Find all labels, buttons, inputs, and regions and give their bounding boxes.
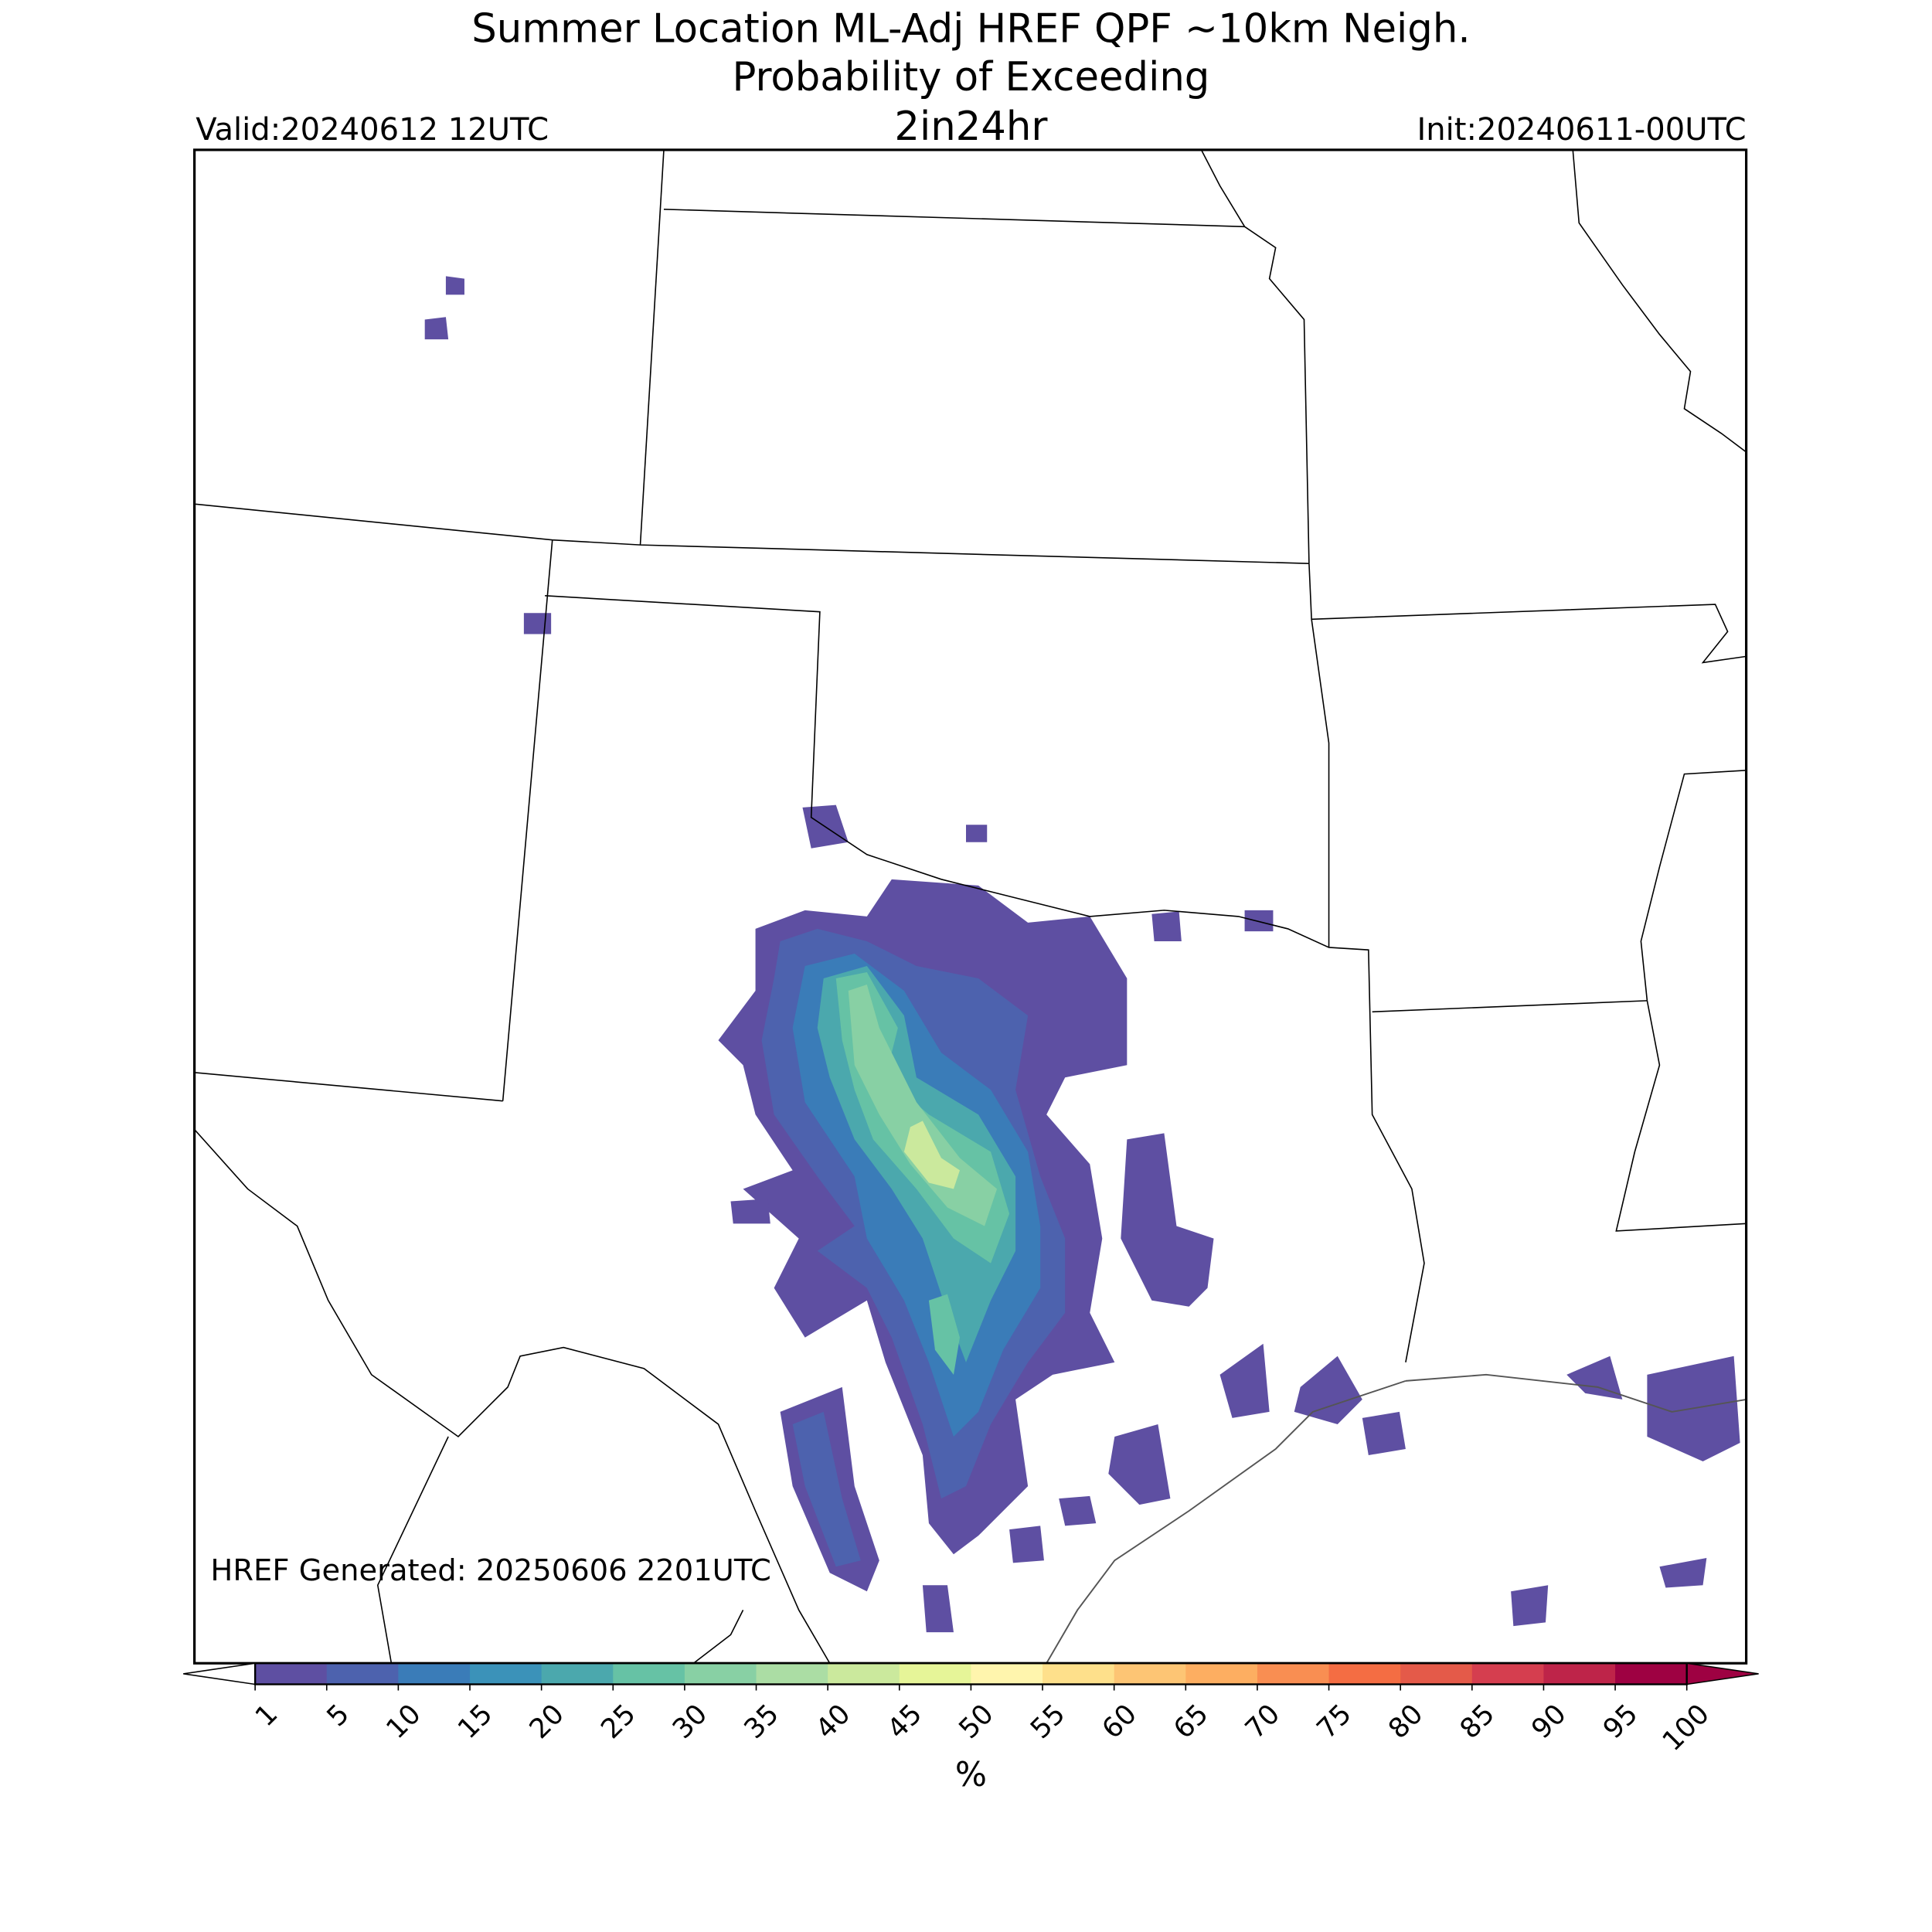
colorbar-frame [253,1662,1688,1685]
colorbar-bin [828,1663,900,1685]
colorbar: 1 5 10 15 20 25 30 35 40 45 50 55 60 65 70 75 80 85 90 95 10… [183,1662,1759,1757]
colorbar-tick-label: 1 [250,1698,284,1733]
colorbar-bin [1328,1663,1401,1685]
colorbar-bin [255,1663,328,1685]
colorbar-bin [684,1663,757,1685]
colorbar-tick-label: 60 [1096,1698,1143,1745]
precip-area [792,1411,861,1567]
colorbar-bin [1043,1663,1115,1685]
precip-area [848,985,998,1226]
precip-areas [424,276,1740,1633]
colorbar-bin [613,1663,685,1685]
precip-area [424,317,449,340]
colorbar-bin [899,1663,972,1685]
precip-area [922,1585,954,1633]
colorbar-bin [1185,1663,1258,1685]
colorbar-tick-label: 65 [1168,1698,1215,1745]
colorbar-bin [1615,1663,1688,1685]
precip-area [903,1121,960,1189]
colorbar-bin [1471,1663,1545,1685]
colorbar-tick-label: 85 [1454,1698,1501,1745]
precip-area [445,276,464,295]
colorbar-tick-label: 100 [1656,1698,1716,1757]
colorbar-bin [971,1663,1043,1685]
colorbar-label: % [955,1756,987,1794]
init-time: Init:20240611-00UTC [1417,112,1746,148]
colorbar-bin [398,1663,471,1685]
colorbar-bin [1114,1663,1187,1685]
colorbar-bin [1543,1663,1616,1685]
subtitle: Probability of Exceeding [732,54,1209,100]
precip-area [1059,1495,1097,1526]
map [194,149,1747,1664]
coast [1046,1379,1406,1664]
precip-area [1108,1423,1171,1505]
colorbar-tick-label: 30 [666,1698,713,1745]
coast [1405,1373,1747,1413]
precip-area [1151,911,1182,941]
colorbar-bin [470,1663,543,1685]
colorbar-bin [756,1663,828,1685]
borders [194,149,1747,1664]
colorbar-tick-label: 45 [881,1698,928,1745]
colorbar-tick-label: 20 [523,1698,570,1745]
colorbar-bin [541,1663,614,1685]
colorbar-tick-label: 75 [1311,1698,1358,1745]
precip-area [966,825,988,842]
colorbar-tick-label: 90 [1526,1698,1573,1745]
colorbar-extend-high [1685,1662,1759,1685]
colorbar-extend-low [183,1662,256,1685]
colorbar-tick-label: 70 [1239,1698,1286,1745]
title: Summer Location ML-Adj HREF QPF ~10km Ne… [471,5,1470,52]
colorbar-tick-label: 55 [1025,1698,1072,1745]
precip-area [1511,1585,1549,1627]
precip-area [928,1294,960,1375]
precip-area [1566,1355,1623,1400]
colorbar-tick-label: 15 [452,1698,499,1745]
precip-area [730,1199,770,1224]
threshold: 2in24hr [894,104,1048,150]
colorbar-tick-label: 95 [1597,1698,1645,1745]
colorbar-tick-label: 80 [1383,1698,1430,1745]
colorbar-bin [1257,1663,1330,1685]
colorbar-tick-label: 50 [953,1698,1000,1745]
valid-time: Valid:20240612 12UTC [196,112,549,148]
colorbar-bin [1400,1663,1473,1685]
precip-area [1244,910,1274,932]
colorbar-tick-label: 25 [595,1698,642,1745]
colorbar-bin [326,1663,400,1685]
precip-area [1659,1558,1707,1588]
precip-area [1121,1133,1214,1307]
precip-area [523,613,552,634]
generated-note: HREF Generated: 20250606 2201UTC [210,1553,770,1588]
colorbar-tick-label: 35 [738,1698,785,1745]
precip-area [1294,1355,1362,1424]
precip-area [1219,1343,1270,1418]
precip-area [1009,1526,1044,1563]
precip-area [1362,1411,1406,1456]
colorbar-tick-label: 10 [380,1698,427,1745]
colorbar-tick-label: 40 [810,1698,857,1745]
colorbar-tick-label: 5 [321,1698,355,1733]
